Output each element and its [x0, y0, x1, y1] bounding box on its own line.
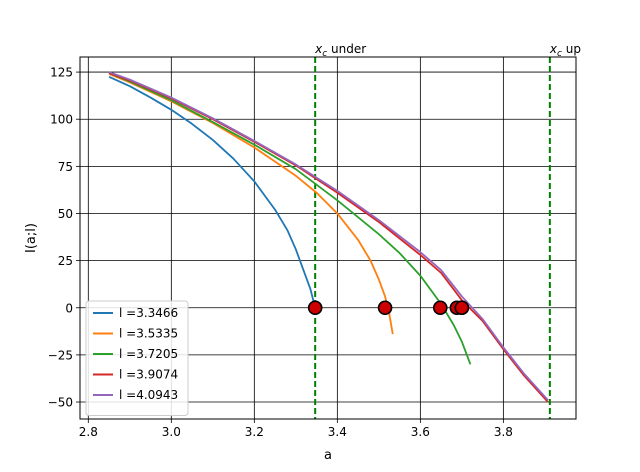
- x-ticks: 2.8 3.0 3.2 3.4 3.6 3.8: [79, 419, 513, 439]
- y-tick-label: −25: [48, 348, 73, 362]
- series-lines: [108, 71, 549, 403]
- root-marker: [454, 300, 470, 316]
- y-axis-label: I(a;l): [24, 223, 39, 253]
- legend-entry: l =3.9074: [119, 368, 178, 382]
- root-marker: [377, 300, 393, 316]
- grid: [80, 57, 576, 419]
- axes-frame: [79, 56, 577, 420]
- root-marker: [307, 300, 323, 316]
- x-tick-label: 3.0: [162, 425, 181, 439]
- root-marker: [432, 300, 448, 316]
- legend-entry: l =3.3466: [119, 306, 178, 320]
- critical-line-label: xc up: [549, 42, 581, 59]
- series-line-2: [108, 73, 394, 335]
- x-tick-label: 2.8: [79, 425, 98, 439]
- x-tick-label: 3.2: [245, 425, 264, 439]
- y-tick-label: 25: [58, 254, 73, 268]
- y-ticks: −50 −25 0 25 50 75 100 125: [48, 66, 80, 410]
- legend-entry: l =3.7205: [119, 347, 178, 361]
- legend-box: [85, 300, 189, 416]
- x-tick-label: 3.4: [328, 425, 347, 439]
- critical-line-label: xc under: [314, 42, 366, 59]
- y-tick-label: 125: [50, 66, 73, 80]
- x-axis-label: a: [324, 448, 332, 463]
- y-tick-label: −50: [48, 396, 73, 410]
- x-tick-label: 3.6: [411, 425, 430, 439]
- y-tick-label: 75: [58, 160, 73, 174]
- critical-lines: xc under xc up: [314, 42, 581, 419]
- y-tick-label: 100: [50, 113, 73, 127]
- x-tick-label: 3.8: [494, 425, 513, 439]
- series-line-3: [108, 72, 472, 365]
- legend-entry: l =3.5335: [119, 327, 178, 341]
- series-line-5: [108, 71, 549, 401]
- y-tick-label: 0: [65, 301, 73, 315]
- root-markers: [307, 300, 470, 316]
- legend-entry: l =4.0943: [119, 388, 178, 402]
- series-line-1: [108, 75, 317, 308]
- legend: l =3.3466 l =3.5335 l =3.7205 l =3.9074 l =4…: [85, 300, 189, 416]
- y-tick-label: 50: [58, 207, 73, 221]
